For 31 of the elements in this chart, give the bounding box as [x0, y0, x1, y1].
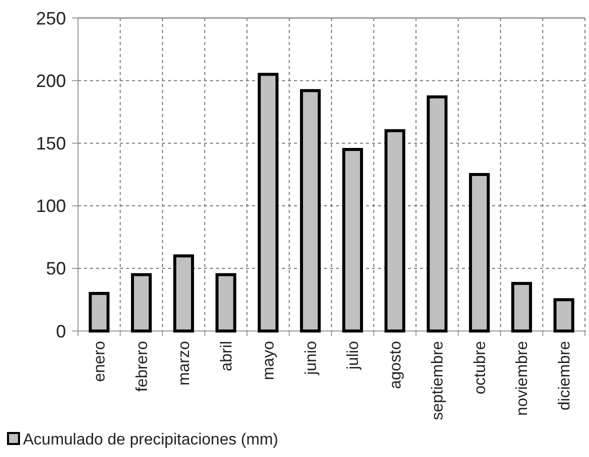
bar [554, 298, 574, 332]
x-tick-label: diciembre [556, 340, 574, 410]
x-tick-label: octubre [472, 340, 489, 394]
x-tick-label: marzo [176, 340, 194, 386]
x-tick-label: septiembre [430, 340, 447, 420]
x-tick-label: agosto [387, 340, 404, 390]
x-tick-label: enero [92, 340, 109, 382]
bar [426, 95, 448, 332]
x-tick-label: mayo [260, 340, 278, 380]
y-tick-label: 0 [56, 321, 66, 342]
x-tick-label: junio [302, 340, 320, 376]
y-tick-label: 100 [36, 196, 66, 216]
bar [173, 254, 194, 332]
bar [342, 148, 363, 332]
y-tick-label: 200 [36, 70, 66, 91]
bar [469, 173, 490, 332]
bar [88, 292, 110, 332]
bar [258, 72, 278, 332]
bar [300, 89, 321, 332]
x-tick-label: abril [218, 341, 236, 372]
bar [131, 273, 152, 332]
x-tick-label: noviembre [514, 340, 532, 416]
bar [511, 282, 532, 332]
bar [216, 273, 236, 332]
bar [384, 129, 406, 332]
x-tick-label: febrero [134, 340, 151, 392]
legend-label: Acumulado de precipitaciones (mm) [23, 432, 278, 449]
x-tick-label: julio [345, 340, 362, 370]
y-tick-label: 150 [36, 134, 66, 154]
y-tick-label: 250 [36, 8, 66, 28]
y-tick-label: 50 [46, 258, 66, 279]
